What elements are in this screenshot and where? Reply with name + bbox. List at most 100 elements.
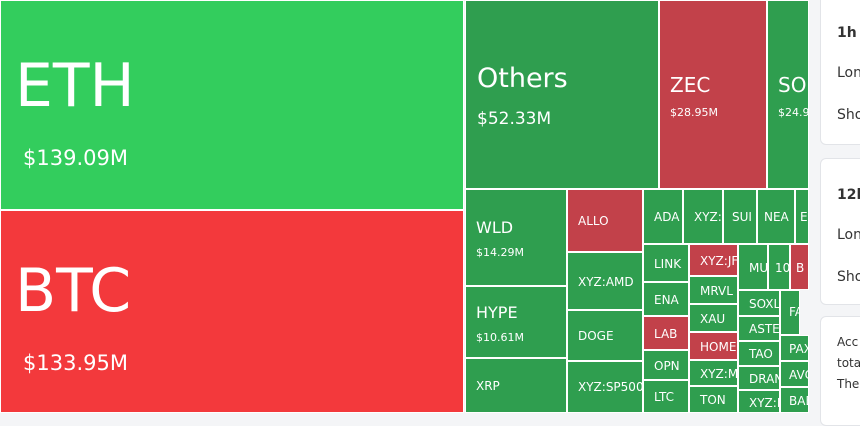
tile-label: XYZ:M xyxy=(700,367,738,381)
tile-label: ASTE xyxy=(749,322,780,336)
tile-label: XYZ:N xyxy=(749,396,779,410)
tile-label: WLD xyxy=(476,218,514,237)
tile[interactable]: ETH $139.09M xyxy=(0,0,464,210)
tile[interactable]: MU xyxy=(738,244,768,290)
tile-label: ENA xyxy=(654,293,679,307)
tile[interactable]: DRAN xyxy=(738,366,780,390)
tile-label: ALLO xyxy=(578,214,609,228)
tile[interactable]: NEA xyxy=(757,189,795,244)
tile-label: HOME xyxy=(700,340,737,354)
note-line: The xyxy=(837,377,860,391)
tile[interactable]: BTC $133.95M xyxy=(0,210,464,413)
note-line: tota xyxy=(837,356,860,370)
tile-label: XYZ:SP500 xyxy=(578,380,643,394)
tile-value: $28.95M xyxy=(670,106,718,119)
tile[interactable]: LTC xyxy=(643,380,689,413)
tile[interactable]: AVC xyxy=(780,361,809,387)
tile-label: TON xyxy=(700,393,726,407)
tile-label: DRAN xyxy=(749,372,780,386)
card: Acc tota The xyxy=(820,316,860,426)
tile-label: LTC xyxy=(654,390,675,404)
tile-value: $24.9 xyxy=(778,106,809,119)
tile[interactable]: FA xyxy=(780,290,800,335)
tile[interactable]: PAX xyxy=(780,335,809,361)
tile[interactable]: B xyxy=(790,244,809,290)
tile[interactable]: XYZ:SP500 xyxy=(567,361,643,413)
tile[interactable]: 10 xyxy=(768,244,790,290)
tile[interactable]: SO $24.9 xyxy=(767,0,809,189)
card-title: 12h xyxy=(837,187,860,203)
tile-label: SOXL xyxy=(749,297,780,311)
tile[interactable]: HYPE $10.61M xyxy=(465,286,567,358)
tile-label: SO xyxy=(778,73,807,97)
tile-label: MRVL xyxy=(700,284,733,298)
tile[interactable]: ENA xyxy=(643,282,689,316)
tile[interactable]: LAB xyxy=(643,316,689,350)
tile[interactable]: XYZ:AMD xyxy=(567,252,643,310)
tile-value: $52.33M xyxy=(477,109,552,129)
tile-label: ZEC xyxy=(670,73,711,97)
tile-label: LAB xyxy=(654,327,678,341)
tile-value: $14.29M xyxy=(476,246,524,259)
tile-label: ETH xyxy=(15,51,135,121)
tile[interactable]: ZEC $28.95M xyxy=(659,0,767,189)
tile[interactable]: BAE xyxy=(780,387,809,413)
tile-value: $139.09M xyxy=(23,146,128,170)
card: 12h Lon Sho xyxy=(820,158,860,305)
card-row: Sho xyxy=(837,269,860,285)
tile-label: NEA xyxy=(764,210,789,224)
tile-label: XAU xyxy=(700,312,726,326)
tile[interactable]: WLD $14.29M xyxy=(465,189,567,286)
tile-label: SUI xyxy=(732,210,752,224)
tile-label: LINK xyxy=(654,257,682,271)
tile[interactable]: SOXL xyxy=(738,290,780,316)
tile-label: PAX xyxy=(789,342,808,356)
tile-label: 10 xyxy=(775,261,790,275)
tile-label: FA xyxy=(789,305,799,319)
tile[interactable]: XYZ: xyxy=(683,189,723,244)
tile[interactable]: XRP xyxy=(465,358,567,413)
tile[interactable]: TAO xyxy=(738,341,780,366)
card: 1h Lon Sho xyxy=(820,0,860,145)
tile-label: XYZ:JF xyxy=(700,254,738,268)
tile[interactable]: HOME xyxy=(689,332,738,360)
tile-label: HYPE xyxy=(476,303,518,322)
card-title: 1h xyxy=(837,25,857,41)
tile-label: Others xyxy=(477,63,568,94)
card-row: Lon xyxy=(837,65,860,81)
tile-value: $10.61M xyxy=(476,331,524,344)
tile[interactable]: OPN xyxy=(643,350,689,380)
tile[interactable]: Others $52.33M xyxy=(465,0,659,189)
tile[interactable]: XAU xyxy=(689,304,738,332)
tile-label: ADA xyxy=(654,210,680,224)
tile-label: XRP xyxy=(476,379,500,393)
tile[interactable]: MRVL xyxy=(689,276,738,304)
tile[interactable]: ASTE xyxy=(738,316,780,341)
tile-label: XYZ:AMD xyxy=(578,275,634,289)
tile-label: MU xyxy=(749,261,768,275)
tile[interactable]: XYZ:JF xyxy=(689,244,738,276)
tile[interactable]: SUI xyxy=(723,189,757,244)
tile[interactable]: LINK xyxy=(643,244,689,282)
tile-label: OPN xyxy=(654,359,680,373)
tile[interactable]: ADA xyxy=(643,189,683,244)
tile-value: $133.95M xyxy=(23,351,128,375)
card-row: Lon xyxy=(837,227,860,243)
tile[interactable]: ALLO xyxy=(567,189,643,252)
tile-label: TAO xyxy=(749,347,773,361)
tile[interactable]: DOGE xyxy=(567,310,643,361)
tile[interactable]: E xyxy=(795,189,809,244)
tile-label: B xyxy=(796,261,805,275)
note-line: Acc xyxy=(837,335,859,349)
tile[interactable]: XYZ:N xyxy=(738,390,780,413)
tile-label: BAE xyxy=(789,394,808,408)
tile-label: E xyxy=(800,210,808,224)
tile-label: AVC xyxy=(789,368,808,382)
tile-label: DOGE xyxy=(578,329,614,343)
tile[interactable]: TON xyxy=(689,386,738,413)
tile-label: BTC xyxy=(15,256,132,326)
card-row: Sho xyxy=(837,107,860,123)
tile[interactable]: XYZ:M xyxy=(689,360,738,386)
tile-label: XYZ: xyxy=(694,210,722,224)
